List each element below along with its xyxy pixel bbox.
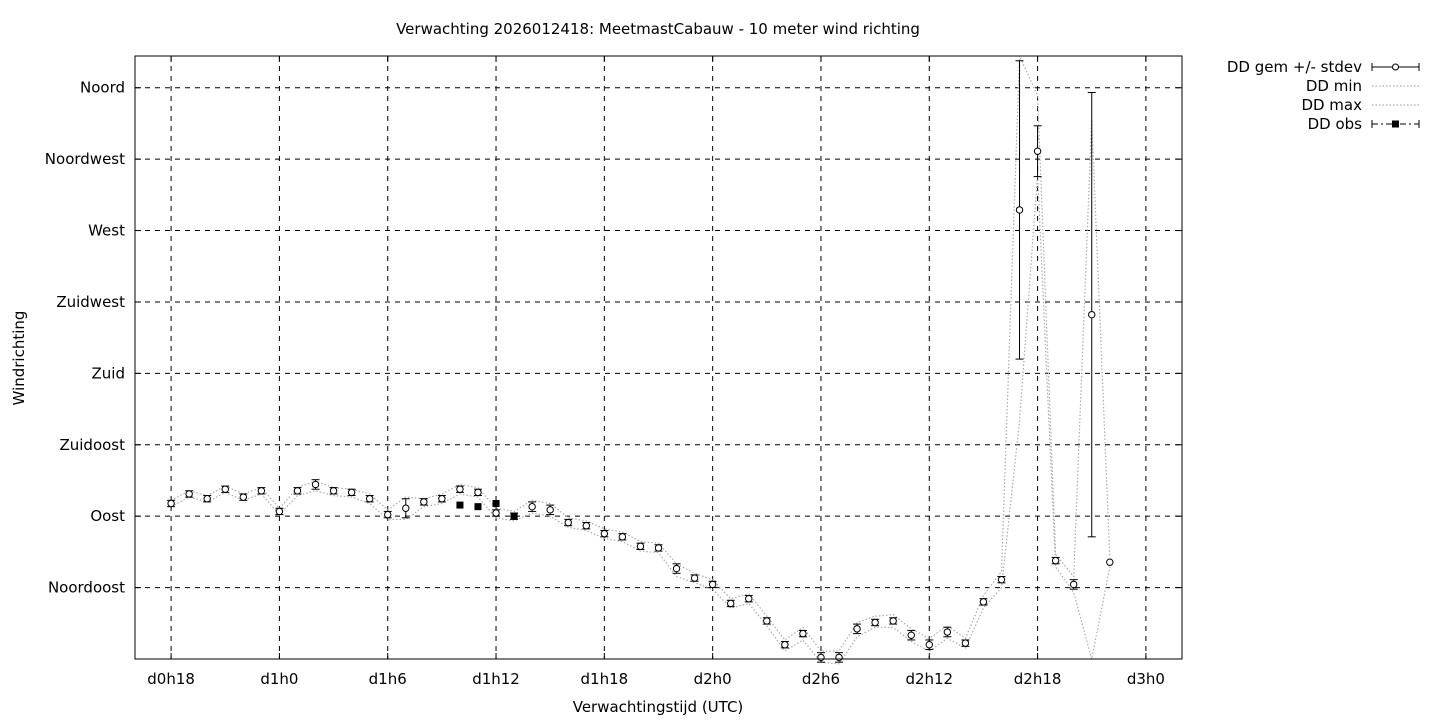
y-tick-label: Zuidwest xyxy=(56,293,125,311)
y-tick-label: Zuid xyxy=(92,364,125,382)
dd-mean-point xyxy=(1088,310,1096,319)
legend-swatch-marker xyxy=(1392,120,1399,128)
dd-mean-point xyxy=(835,653,843,662)
dd-obs-point xyxy=(492,499,500,507)
dd-mean-point xyxy=(1033,147,1042,155)
x-tick-label: d2h6 xyxy=(802,670,840,688)
x-tick-label: d2h12 xyxy=(905,670,953,688)
dd-mean-point xyxy=(708,580,717,589)
x-tick-label: d3h0 xyxy=(1127,670,1165,688)
dd-mean-point xyxy=(943,628,952,636)
dd-mean-point xyxy=(690,574,699,582)
legend-label: DD max xyxy=(1301,96,1362,114)
dd-mean-point xyxy=(582,522,590,530)
dd-mean-point xyxy=(185,490,193,498)
x-tick-label: d2h18 xyxy=(1014,670,1062,688)
dd-mean-point xyxy=(293,487,302,495)
dd-mean-point xyxy=(871,618,879,627)
dd-mean-point xyxy=(925,641,933,649)
dd-mean-point xyxy=(239,493,248,501)
dd-mean-point xyxy=(654,544,663,552)
x-tick-label: d1h12 xyxy=(472,670,520,688)
grid-lines xyxy=(135,56,1182,659)
dd-mean-point xyxy=(203,495,211,503)
legend-swatch-marker xyxy=(1392,63,1399,71)
dd-obs-point xyxy=(510,512,518,520)
x-tick-label: d0h18 xyxy=(147,670,195,688)
dd-mean-point xyxy=(384,510,392,519)
dd-mean-point xyxy=(420,498,428,506)
dd-mean-point xyxy=(1106,558,1114,566)
dd-mean-point xyxy=(672,564,681,573)
dd-mean-point xyxy=(727,599,735,608)
x-tick-label: d2h0 xyxy=(694,670,732,688)
x-axis-label: Verwachtingstijd (UTC) xyxy=(573,698,744,716)
axis-ticks: Noordoost Oost Zuidoost Zuid Zuidwest West Noo… xyxy=(45,56,1182,688)
dd-mean-point xyxy=(528,502,536,511)
x-tick-label: d1h6 xyxy=(369,670,407,688)
y-axis-label: Windrichting xyxy=(10,311,28,406)
y-tick-label: West xyxy=(88,222,125,240)
dd-mean-point xyxy=(402,504,410,512)
legend-label: DD gem +/- stdev xyxy=(1227,58,1362,76)
y-tick-label: Noord xyxy=(80,79,125,97)
dd-mean-point xyxy=(853,625,861,633)
dd-mean-point xyxy=(365,495,374,503)
dd-mean-point xyxy=(961,639,970,647)
plot-frame xyxy=(134,55,1183,660)
dd-mean-point xyxy=(329,487,338,495)
dd-mean-point xyxy=(311,480,320,489)
dd-mean-point xyxy=(817,653,825,662)
dd-mean-point xyxy=(763,617,771,625)
dd-mean-point xyxy=(745,595,753,603)
dd-mean-point xyxy=(456,485,464,493)
dd-mean-point xyxy=(221,485,229,493)
y-tick-label: Noordoost xyxy=(48,579,125,597)
y-tick-label: Oost xyxy=(90,507,125,525)
dd-mean-point xyxy=(979,598,988,606)
dd-mean-point xyxy=(546,506,554,514)
dd-mean-point xyxy=(492,509,500,517)
dd-mean-point xyxy=(275,507,284,516)
dd-mean-point xyxy=(636,542,645,551)
chart-title: Verwachting 2026012418: MeetmastCabauw -… xyxy=(396,20,920,38)
dd-mean-point xyxy=(889,617,897,625)
legend-label: DD obs xyxy=(1308,115,1363,133)
x-tick-label: d1h0 xyxy=(260,670,298,688)
dd-mean-point xyxy=(1051,556,1060,565)
data-series xyxy=(167,55,1114,665)
dd-mean-point xyxy=(997,575,1006,584)
y-tick-label: Noordwest xyxy=(45,150,125,168)
dd-max-line xyxy=(170,55,1111,652)
dd-mean-point xyxy=(257,487,266,495)
dd-mean-point xyxy=(438,495,446,503)
dd-mean-point xyxy=(474,488,482,497)
dd-mean-point xyxy=(1069,580,1078,589)
dd-mean-point xyxy=(618,533,627,541)
dd-mean-point xyxy=(347,488,356,497)
dd-mean-point xyxy=(799,629,807,638)
dd-mean-point xyxy=(564,518,572,527)
legend-label: DD min xyxy=(1306,77,1362,95)
dd-obs-point xyxy=(456,501,464,509)
dd-mean-point xyxy=(907,631,915,639)
dd-mean-point xyxy=(781,641,789,649)
dd-min-line xyxy=(170,174,1111,665)
dd-mean-point xyxy=(600,529,609,538)
x-tick-label: d1h18 xyxy=(581,670,629,688)
dd-mean-point xyxy=(1015,206,1024,214)
y-tick-label: Zuidoost xyxy=(59,436,125,454)
dd-mean-point xyxy=(167,499,175,508)
dd-obs-point xyxy=(474,503,482,511)
